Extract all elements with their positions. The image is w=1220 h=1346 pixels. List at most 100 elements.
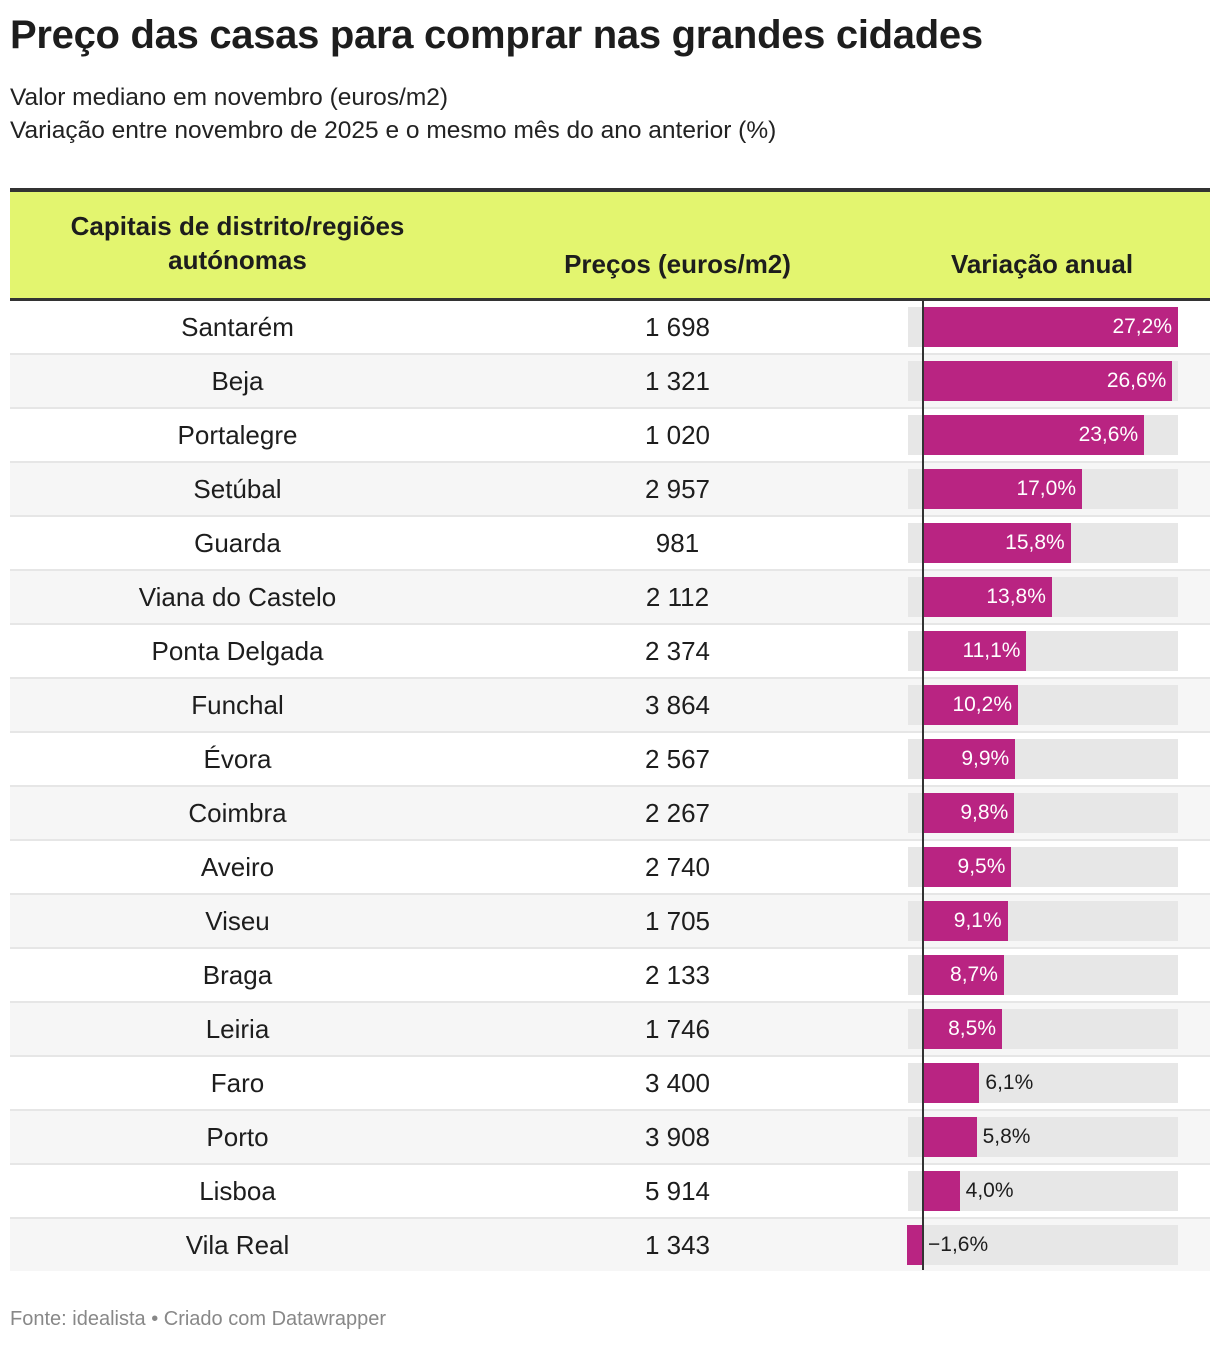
bar-value-label: 5,8% — [982, 1125, 1031, 1148]
table-row: Coimbra 2 267 9,8% — [10, 787, 1210, 841]
table-row: Aveiro 2 740 9,5% — [10, 841, 1210, 895]
cell-city: Santarém — [181, 312, 294, 342]
cell-price: 1 698 — [644, 312, 711, 342]
table-row: Faro 3 400 6,1% — [10, 1057, 1210, 1111]
table-row: Porto 3 908 5,8% — [10, 1111, 1210, 1165]
table-row: Vila Real 1 343 −1,6% — [10, 1219, 1210, 1271]
table-row: Évora 2 567 9,9% — [10, 733, 1210, 787]
cell-city: Guarda — [194, 528, 281, 558]
cell-price: 1 343 — [644, 1230, 711, 1260]
cell-city: Setúbal — [193, 474, 282, 504]
bar-mark — [922, 523, 1071, 563]
cell-city: Viana do Castelo — [138, 582, 337, 612]
bar-value-label: 15,8% — [1005, 531, 1065, 554]
cell-change-bar: 9,8% — [908, 787, 1178, 839]
bar-mark — [922, 793, 1015, 833]
cell-city: Faro — [210, 1068, 265, 1098]
bar-value-label: 9,1% — [953, 909, 1002, 932]
header-price[interactable]: Preços (euros/m2) — [564, 249, 791, 279]
table-row: Leiria 1 746 8,5% — [10, 1003, 1210, 1057]
cell-change-bar: 8,5% — [908, 1003, 1178, 1055]
header-city[interactable]: Capitais de distrito/regiões autónomas — [70, 211, 405, 275]
table-header: Capitais de distrito/regiões autónomas P… — [10, 188, 1210, 301]
bar-mark — [922, 1063, 980, 1103]
bar-mark — [922, 469, 1082, 509]
cell-price: 5 914 — [644, 1176, 711, 1206]
bar-mark — [922, 739, 1016, 779]
cell-city: Portalegre — [177, 420, 298, 450]
cell-price: 2 740 — [644, 852, 711, 882]
chart-subtitle-line2: Variação entre novembro de 2025 e o mesm… — [10, 117, 777, 144]
bar-value-label: 13,8% — [986, 585, 1046, 608]
cell-change-bar: 27,2% — [908, 301, 1178, 353]
bar-value-label: 27,2% — [1112, 315, 1172, 338]
bar-value-label: 6,1% — [985, 1071, 1034, 1094]
bar-value-label: −1,6% — [928, 1233, 989, 1256]
cell-price: 2 567 — [644, 744, 711, 774]
bar-value-label: 26,6% — [1106, 369, 1167, 392]
cell-city: Viseu — [205, 906, 270, 936]
source-footer: Fonte: idealista • Criado com Datawrappe… — [10, 1308, 387, 1330]
table-row: Guarda 981 15,8% — [10, 517, 1210, 571]
table-body: Santarém 1 698 27,2% Beja 1 321 26,6% Portaleg… — [10, 301, 1210, 1271]
data-table: Capitais de distrito/regiões autónomas P… — [10, 188, 1210, 1271]
cell-change-bar: 10,2% — [908, 679, 1178, 731]
cell-city: Vila Real — [185, 1230, 290, 1260]
cell-price: 3 908 — [644, 1122, 711, 1152]
header-change[interactable]: Variação anual — [950, 249, 1134, 279]
cell-city: Braga — [202, 960, 273, 990]
bar-mark — [922, 1171, 960, 1211]
cell-city: Beja — [211, 366, 264, 396]
cell-change-bar: 17,0% — [908, 463, 1178, 515]
bar-mark — [922, 685, 1018, 725]
cell-change-bar: 11,1% — [908, 625, 1178, 677]
cell-price: 2 267 — [644, 798, 711, 828]
table-row: Funchal 3 864 10,2% — [10, 679, 1210, 733]
table-row: Braga 2 133 8,7% — [10, 949, 1210, 1003]
cell-change-bar: 9,9% — [908, 733, 1178, 785]
cell-price: 3 400 — [644, 1068, 711, 1098]
bar-mark — [922, 361, 1173, 401]
bar-value-label: 17,0% — [1016, 477, 1076, 500]
cell-price: 981 — [655, 528, 700, 558]
cell-change-bar: 9,1% — [908, 895, 1178, 947]
bar-mark — [922, 307, 1178, 347]
cell-price: 2 374 — [644, 636, 711, 666]
cell-change-bar: 15,8% — [908, 517, 1178, 569]
bar-track — [908, 1225, 1178, 1265]
cell-change-bar: −1,6% — [906, 1219, 1178, 1271]
bar-zero-axis — [922, 299, 924, 1270]
table-row: Santarém 1 698 27,2% — [10, 301, 1210, 355]
bar-value-label: 11,1% — [962, 639, 1021, 662]
bar-value-label: 23,6% — [1078, 423, 1139, 446]
table-row: Beja 1 321 26,6% — [10, 355, 1210, 409]
cell-change-bar: 23,6% — [908, 409, 1178, 461]
bar-mark — [922, 415, 1145, 455]
cell-price: 3 864 — [644, 690, 711, 720]
cell-change-bar: 9,5% — [908, 841, 1178, 893]
bar-mark — [922, 901, 1008, 941]
table-row: Viana do Castelo 2 112 13,8% — [10, 571, 1210, 625]
bar-mark — [922, 955, 1004, 995]
cell-city: Évora — [203, 744, 272, 774]
cell-price: 2 133 — [644, 960, 711, 990]
cell-city: Lisboa — [199, 1176, 276, 1206]
bar-mark — [922, 577, 1052, 617]
bar-mark — [922, 1117, 977, 1157]
bar-value-label: 9,8% — [960, 801, 1009, 824]
cell-change-bar: 6,1% — [908, 1057, 1178, 1109]
cell-city: Ponta Delgada — [151, 636, 324, 666]
bar-value-label: 9,9% — [961, 747, 1010, 770]
bar-value-label: 8,7% — [950, 963, 998, 986]
table-row: Viseu 1 705 9,1% — [10, 895, 1210, 949]
bar-mark — [922, 1009, 1002, 1049]
table-row: Lisboa 5 914 4,0% — [10, 1165, 1210, 1219]
table-row: Ponta Delgada 2 374 11,1% — [10, 625, 1210, 679]
bar-mark — [922, 847, 1012, 887]
cell-price: 1 705 — [644, 906, 711, 936]
table-row: Setúbal 2 957 17,0% — [10, 463, 1210, 517]
bar-value-label: 9,5% — [957, 855, 1006, 878]
cell-price: 2 112 — [645, 582, 710, 612]
cell-city: Funchal — [191, 690, 284, 720]
bar-value-label: 10,2% — [952, 693, 1012, 716]
